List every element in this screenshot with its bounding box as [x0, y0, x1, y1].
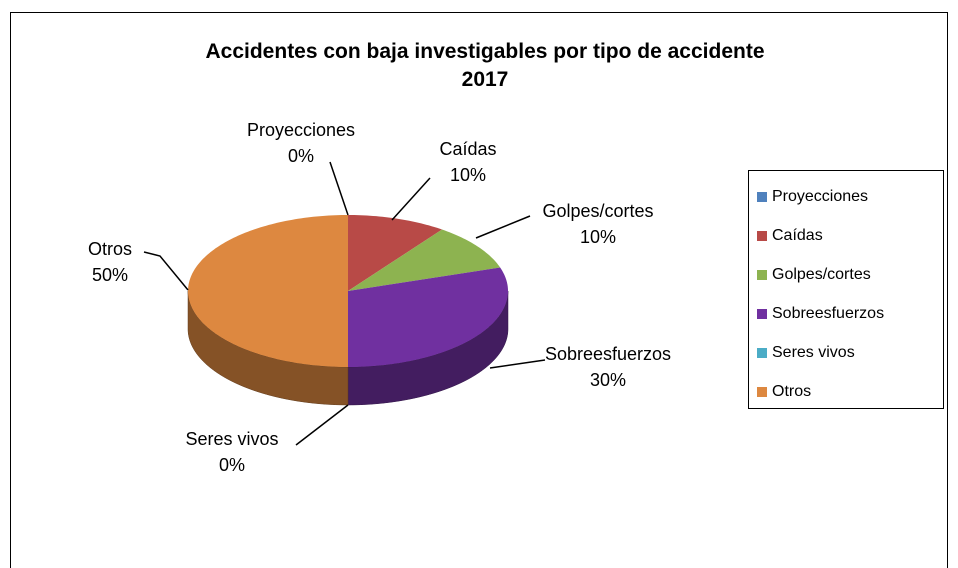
legend-swatch — [757, 192, 767, 202]
data-label-value: 0% — [219, 455, 245, 475]
legend-label: Seres vivos — [772, 344, 855, 361]
data-label-name: Proyecciones — [247, 120, 355, 140]
data-label-name: Otros — [88, 239, 132, 259]
leader-line — [329, 161, 349, 216]
data-label-name: Caídas — [439, 139, 496, 159]
data-label-value: 50% — [92, 265, 128, 285]
pie-tops — [188, 215, 508, 367]
legend-swatch — [757, 387, 767, 397]
pie-slice — [188, 215, 348, 367]
data-label-value: 10% — [450, 165, 486, 185]
data-label-value: 30% — [590, 370, 626, 390]
legend-label: Sobreesfuerzos — [772, 305, 884, 322]
leader-line — [489, 359, 546, 369]
pie-slice — [348, 215, 443, 291]
legend-label: Otros — [772, 383, 811, 400]
legend-swatch — [757, 231, 767, 241]
pie-slice — [348, 229, 501, 291]
legend-swatch — [757, 309, 767, 319]
legend-label: Proyecciones — [772, 188, 868, 205]
legend-swatch — [757, 348, 767, 358]
chart-title: Accidentes con baja investigables por ti… — [206, 40, 765, 91]
data-label-value: 10% — [580, 227, 616, 247]
legend-box — [748, 170, 944, 409]
data-label-name: Seres vivos — [185, 429, 278, 449]
legend-swatch — [757, 270, 767, 280]
data-label-name: Sobreesfuerzos — [545, 344, 671, 364]
leader-line — [295, 404, 349, 446]
data-label-name: Golpes/cortes — [542, 201, 653, 221]
data-label-value: 0% — [288, 146, 314, 166]
leader-line — [391, 177, 431, 221]
legend-label: Caídas — [772, 227, 823, 244]
pie-slice — [348, 267, 508, 367]
legend-label: Golpes/cortes — [772, 266, 871, 283]
leader-line — [143, 251, 189, 291]
leader-line — [475, 215, 531, 239]
